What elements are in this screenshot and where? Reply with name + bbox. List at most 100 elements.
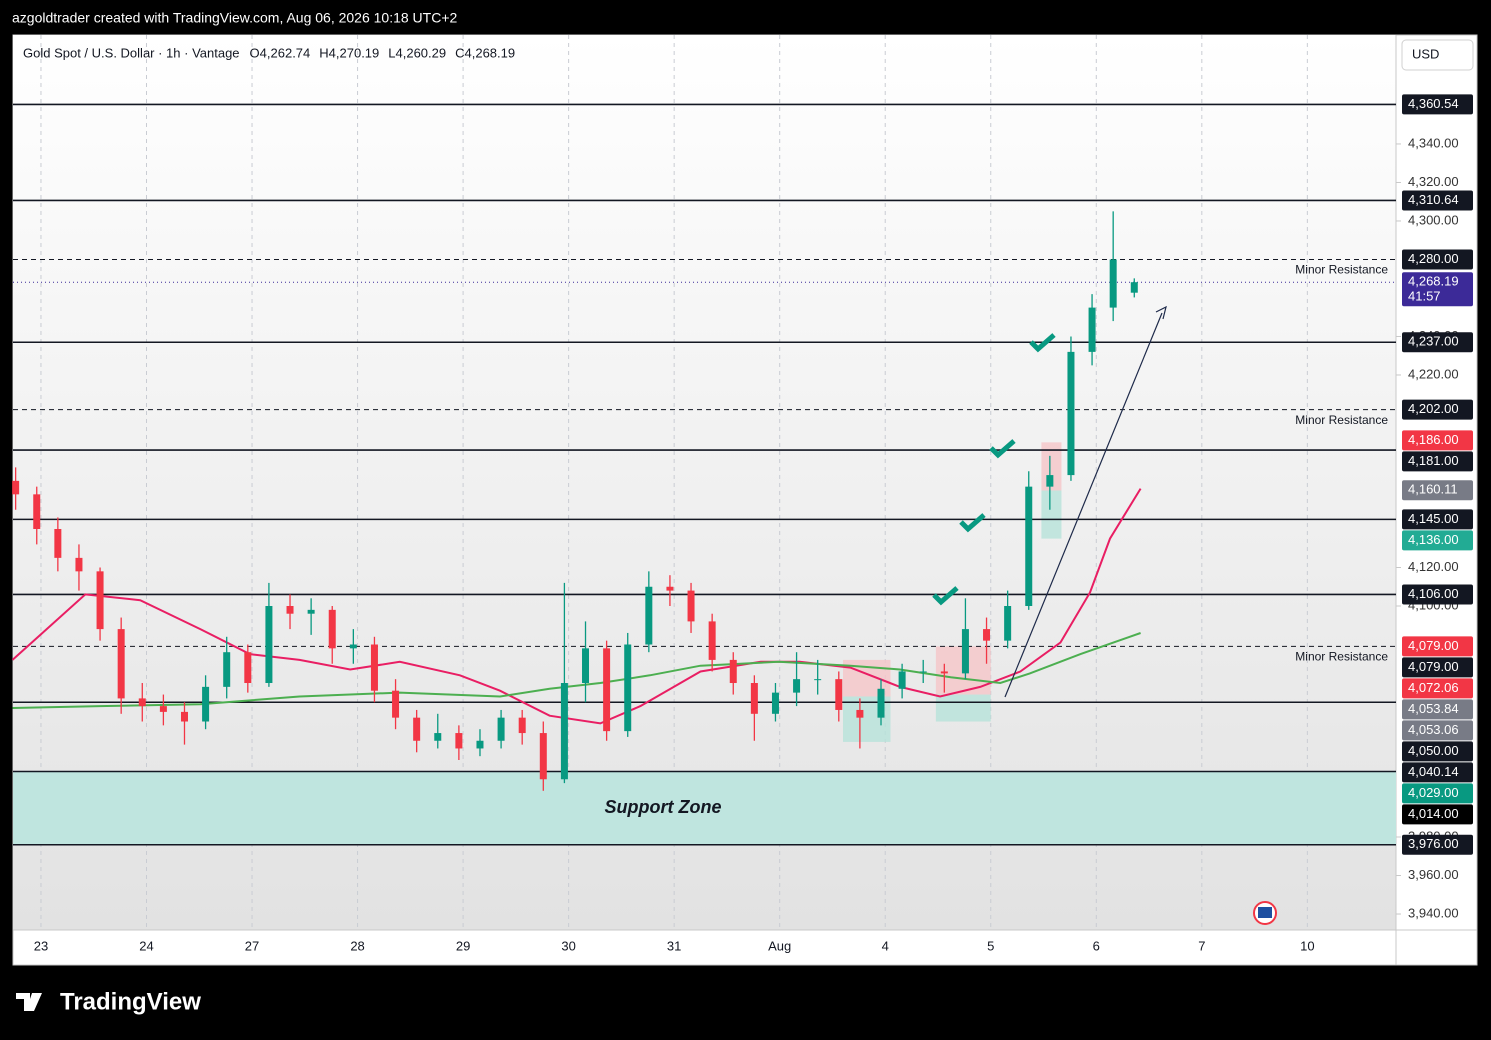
price-label-box (1402, 720, 1473, 741)
brand: TradingView (60, 988, 201, 1015)
price-label: 4,181.00 (1408, 453, 1459, 468)
candle-body (983, 629, 991, 641)
price-label: 4,106.00 (1408, 586, 1459, 601)
price-label-box (1402, 530, 1473, 551)
ohlc-name: C (455, 45, 464, 60)
candle-body (1025, 486, 1033, 606)
candle-body (729, 659, 737, 684)
check-mark (989, 439, 1016, 459)
candle-body (856, 709, 864, 718)
y-tick-label: 4,320.00 (1408, 174, 1459, 189)
candle-body (413, 717, 421, 741)
check-mark (959, 513, 986, 533)
candle-body (539, 733, 547, 780)
price-label: 4,053.06 (1408, 722, 1459, 737)
annotation: Minor Resistance (1295, 650, 1388, 664)
x-tick-label: 6 (1093, 938, 1100, 953)
candle-body (307, 609, 315, 614)
price-label: 4,029.00 (1408, 785, 1459, 800)
ohlc-value: 4,268.19 (465, 45, 516, 60)
price-label-box (1402, 249, 1473, 270)
x-tick-label: 27 (245, 938, 259, 953)
x-tick-label: 23 (34, 938, 48, 953)
annotation: Minor Resistance (1295, 263, 1388, 277)
y-tick-label: 3,960.00 (1408, 867, 1459, 882)
countdown: 41:57 (1408, 289, 1441, 304)
y-tick-label: 3,940.00 (1408, 905, 1459, 920)
candle-body (12, 480, 20, 495)
price-label-box (1402, 783, 1473, 804)
price-label: 4,136.00 (1408, 532, 1459, 547)
price-label-box (1402, 190, 1473, 211)
legend-title: Gold Spot / U.S. Dollar · 1h · Vantage (23, 45, 240, 60)
price-label-box (1402, 657, 1473, 678)
candle-body (666, 586, 674, 591)
price-label-box (1402, 332, 1473, 353)
price-label: 4,268.19 (1408, 274, 1459, 289)
decorations: USD TradingView (16, 39, 1474, 1015)
event-flag-icon (1258, 907, 1272, 918)
candle-body (138, 698, 146, 707)
price-label-box (1402, 451, 1473, 472)
arrow-head (1155, 305, 1167, 320)
candle-body (455, 733, 463, 749)
y-tick-label: 4,340.00 (1408, 135, 1459, 150)
price-label: 4,310.64 (1408, 192, 1459, 207)
candle-body (1130, 282, 1138, 293)
price-label: 4,186.00 (1408, 432, 1459, 447)
x-tick-label: 28 (350, 938, 364, 953)
candle-body (1067, 351, 1075, 476)
ohlc-value: 4,270.19 (329, 45, 380, 60)
candle-body (223, 652, 231, 687)
price-label: 4,145.00 (1408, 511, 1459, 526)
price-label-box (1402, 480, 1473, 501)
moving-average (12, 632, 1141, 709)
candle-body (582, 648, 590, 684)
candle-body (771, 692, 779, 714)
ohlc-name: H (319, 45, 328, 60)
price-label-box (1402, 94, 1473, 115)
candle-body (898, 671, 906, 689)
candle-body (793, 679, 801, 693)
candle-body (370, 644, 378, 691)
profit-box (1041, 490, 1062, 539)
candle-body (117, 629, 125, 699)
candle-body (624, 644, 632, 732)
price-label-box (1402, 678, 1473, 699)
x-tick-label: 4 (882, 938, 889, 953)
currency[interactable]: USD (1412, 46, 1439, 61)
candle-body (75, 557, 83, 572)
price-label-box (1402, 636, 1473, 657)
price-label-box (1402, 834, 1473, 855)
ohlc-value: 4,262.74 (260, 45, 311, 60)
candle-body (159, 706, 167, 712)
annotation: Minor Resistance (1295, 413, 1388, 427)
price-label: 4,040.14 (1408, 764, 1459, 779)
ohlc-name: O (250, 45, 260, 60)
candle-body (96, 571, 104, 630)
price-label: 4,237.00 (1408, 334, 1459, 349)
candle-body (328, 609, 336, 649)
price-label: 4,360.54 (1408, 96, 1459, 111)
candle-body (476, 740, 484, 749)
price-label-box (1402, 804, 1473, 825)
price-label: 3,976.00 (1408, 836, 1459, 851)
profit-box (935, 694, 991, 722)
ohlc-name: L (388, 45, 395, 60)
x-tick-label: 24 (139, 938, 153, 953)
price-label: 4,079.00 (1408, 638, 1459, 653)
price-label-box (1402, 430, 1473, 451)
price-label-box (1402, 399, 1473, 420)
plot-layer: 23 24 27 28 29 30 31 Aug 4 5 6 7 10 Support Zone Minor… (11, 35, 1473, 953)
candle-body (919, 671, 927, 673)
ohlc-value: 4,260.29 (396, 45, 447, 60)
currency-button[interactable] (1401, 39, 1474, 71)
candle-body (1088, 307, 1096, 352)
candle-body (645, 586, 653, 645)
price-label: 4,072.06 (1408, 680, 1459, 695)
candle-body (687, 590, 695, 622)
price-label-box (1402, 584, 1473, 605)
candle-body (877, 688, 885, 718)
price-label-box (1402, 762, 1473, 783)
